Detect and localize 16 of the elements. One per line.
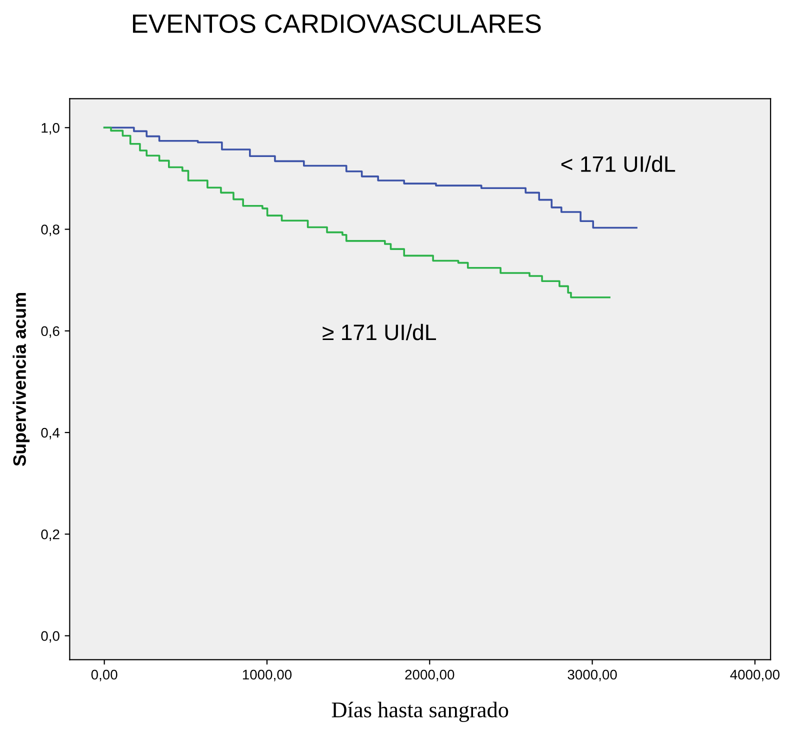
x-tick-label: 2000,00 — [405, 670, 454, 682]
chart-title: EVENTOS CARDIOVASCULARES — [133, 14, 541, 34]
y-tick-label: 0,4 — [41, 428, 60, 440]
y-tick-label: 0,0 — [41, 631, 60, 643]
series-label: < 171 UI/dL — [561, 156, 676, 172]
x-axis-title: Días hasta sangrado — [332, 702, 508, 722]
y-tick-label: 0,8 — [41, 224, 60, 236]
y-axis-title: Supervivencia acum — [12, 292, 30, 466]
x-tick-label: 4000,00 — [730, 670, 780, 682]
y-tick-label: 0,6 — [41, 326, 60, 338]
y-tick-label: 0,2 — [41, 529, 60, 541]
x-tick-label: 0,00 — [91, 670, 118, 682]
x-tick-label: 1000,00 — [242, 670, 292, 682]
y-tick-label: 1,0 — [42, 122, 60, 134]
x-tick-label: 3000,00 — [568, 670, 617, 682]
text: ≥ 171 UI/dL — [322, 324, 436, 340]
